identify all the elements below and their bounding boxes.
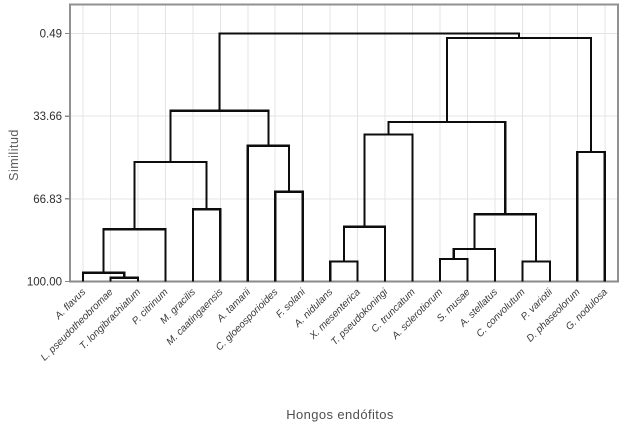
dendrogram-link: [329, 260, 359, 282]
y-tick-label: 100.00: [27, 277, 62, 289]
dendrogram-link: [445, 36, 593, 152]
dendrogram-link: [473, 213, 538, 262]
dendrogram-link: [521, 260, 551, 282]
dendrogram-link: [363, 133, 414, 282]
dendrogram-link: [274, 190, 304, 282]
y-tick-label: 0.49: [40, 29, 62, 41]
dendrogram-link: [246, 144, 291, 282]
dendrogram-link: [169, 109, 270, 162]
dendrogram-link: [342, 225, 387, 282]
dendrogram-link: [218, 32, 521, 111]
y-tick-label: 33.66: [33, 111, 62, 123]
y-tick-label: 66.83: [33, 194, 62, 206]
dendrogram-link: [133, 160, 208, 230]
dendrogram-link: [576, 150, 606, 282]
x-axis-title: Hongos endófitos: [286, 407, 394, 422]
y-axis-title: Similitud: [7, 129, 21, 181]
dendrogram-link: [191, 208, 222, 282]
dendrogram-link: [452, 248, 497, 282]
dendrogram-link: [438, 257, 469, 282]
dendrogram-link: [387, 120, 507, 215]
